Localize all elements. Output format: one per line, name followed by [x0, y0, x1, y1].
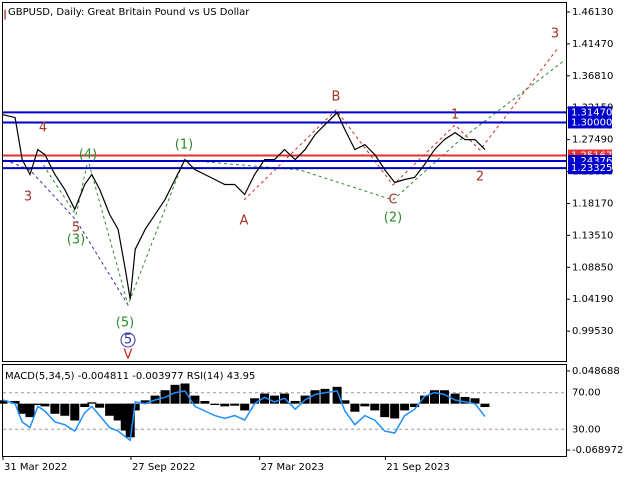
macd-bar [33, 403, 43, 406]
y-tick-label: 1.13510 [572, 230, 613, 241]
macd-bar [270, 395, 280, 404]
macd-bar [480, 403, 490, 408]
wave-circle [120, 332, 136, 348]
macd-bar [290, 400, 300, 404]
wave-label: 1 [451, 108, 459, 123]
macd-bar [95, 403, 105, 408]
macd-bar [260, 393, 270, 404]
price-line [2, 111, 486, 300]
level-label: 1.31470 [571, 107, 612, 118]
macd-bar [320, 388, 330, 404]
y-tick-label: 1.46130 [572, 7, 613, 18]
macd-bar [400, 403, 410, 411]
indicator-title: MACD(5,34,5) -0.004811 -0.003977 RSI(14)… [5, 371, 255, 382]
macd-bar [439, 390, 449, 404]
macd-bar [429, 390, 439, 404]
macd-bar [240, 403, 250, 411]
macd-bar [470, 398, 480, 404]
macd-bar [250, 398, 260, 404]
y-tick-label: 0.048688 [572, 366, 620, 377]
x-tick-label: 27 Mar 2023 [261, 462, 324, 473]
macd-bar [420, 395, 430, 404]
x-tick-label: 27 Sep 2022 [132, 462, 195, 473]
y-tick-label: 1.41470 [572, 39, 613, 50]
macd-bar [230, 403, 240, 406]
level-label-box [568, 116, 612, 129]
macd-bar [70, 403, 80, 421]
x-tick-label: 21 Sep 2023 [386, 462, 449, 473]
wave-label: V [124, 348, 133, 363]
y-tick-label: 1.08850 [572, 262, 613, 273]
level-label-box [568, 106, 612, 119]
macd-bar [113, 403, 123, 421]
wave-label: 3 [551, 27, 559, 42]
wave-label: 2 [476, 170, 484, 185]
wave-label: C [388, 193, 397, 208]
macd-bar [40, 403, 50, 407]
macd-bar [390, 403, 400, 419]
wave-label: (4) [79, 148, 97, 163]
macd-bar [450, 393, 460, 404]
macd-bar [125, 403, 135, 438]
wave-label: (3) [67, 233, 85, 248]
wave-label: (2) [384, 211, 402, 226]
wave-label: 5 [124, 333, 132, 348]
macd-bar [0, 400, 8, 404]
wave-label: 3 [24, 190, 32, 205]
rsi-line [2, 390, 486, 442]
macd-bar [190, 395, 200, 404]
wave-line [4, 159, 129, 306]
y-tick-label: 0.99530 [572, 326, 613, 337]
indicator-panel-frame [2, 364, 567, 457]
x-tick-label: 31 Mar 2022 [4, 462, 67, 473]
macd-bar [460, 396, 470, 404]
wave-label: I [3, 9, 7, 24]
wave-label: A [240, 214, 249, 229]
y2-tick-label: 70.00 [572, 388, 601, 399]
macd-bar [50, 403, 60, 414]
y2-tick-label: 30.00 [572, 424, 601, 435]
wave-label: 5 [72, 221, 80, 236]
macd-bar [380, 403, 390, 418]
level-label-box [568, 162, 612, 175]
y-tick-label: 1.18170 [572, 198, 613, 209]
macd-bar [10, 400, 20, 404]
wave-label: (1) [175, 138, 193, 153]
macd-bar [410, 403, 420, 408]
macd-bar [60, 403, 70, 416]
y-tick-label: 1.36810 [572, 71, 613, 82]
macd-bar [200, 400, 210, 404]
y-tick-label: 1.27490 [572, 135, 613, 146]
y-tick-label: -0.068972 [572, 445, 623, 456]
macd-bar [370, 403, 380, 411]
level-label: 1.23325 [571, 163, 612, 174]
macd-bar [80, 403, 90, 408]
macd-bar [340, 400, 350, 404]
macd-bar [180, 383, 190, 404]
wave-label: 4 [39, 121, 47, 136]
level-label: 1.30000 [571, 117, 612, 128]
wave-label: B [332, 90, 341, 105]
macd-bar [310, 390, 320, 404]
macd-bar [120, 403, 130, 431]
macd-bar [17, 403, 27, 414]
macd-bar [87, 402, 97, 404]
macd-bar [210, 403, 220, 406]
y-tick-label: 1.04190 [572, 294, 613, 305]
wave-label: (5) [116, 316, 134, 331]
macd-bar [332, 386, 342, 404]
chart-title: GBPUSD, Daily: Great Britain Pound vs US… [8, 7, 250, 18]
macd-bar [220, 403, 230, 407]
price-panel-frame [2, 2, 567, 362]
macd-bar [350, 403, 360, 412]
macd-bar [170, 384, 180, 404]
macd-bar [140, 400, 150, 404]
level-label: 1.24376 [571, 156, 612, 167]
macd-bar [25, 403, 35, 418]
macd-bar [105, 403, 115, 416]
macd-bar [360, 403, 370, 407]
